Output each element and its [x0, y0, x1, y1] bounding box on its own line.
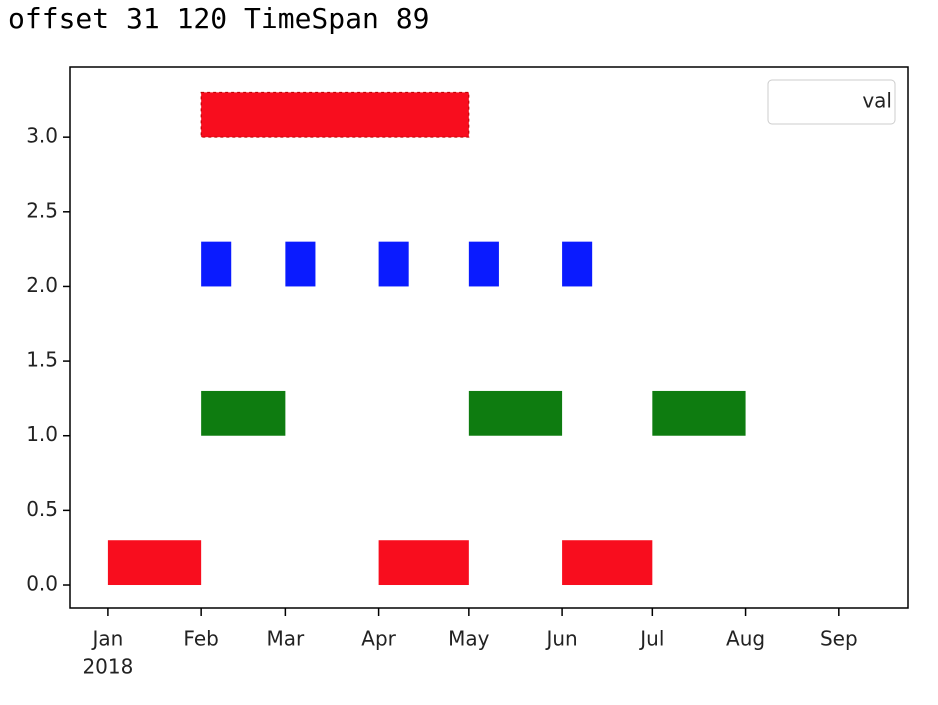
x-tick-label: May	[448, 627, 490, 651]
bar	[652, 390, 746, 436]
y-tick-label: 2.0	[26, 273, 58, 297]
bar	[200, 91, 470, 138]
x-year-label: 2018	[82, 655, 133, 679]
header-text: offset 31 120 TimeSpan 89	[8, 2, 429, 35]
bar	[378, 241, 409, 287]
y-tick-label: 1.0	[26, 422, 58, 446]
x-tick-label: Jan	[90, 627, 123, 651]
legend-label: val	[862, 89, 892, 113]
bar	[378, 540, 469, 586]
bar	[468, 390, 563, 436]
x-tick-label: Sep	[820, 627, 858, 651]
bar	[285, 241, 316, 287]
x-tick-label: Aug	[726, 627, 765, 651]
legend-box	[767, 79, 896, 125]
x-tick-label: Feb	[183, 627, 218, 651]
plot-frame	[69, 66, 909, 609]
y-tick-label: 3.0	[26, 124, 58, 148]
bar	[201, 390, 286, 436]
y-tick-label: 1.5	[26, 348, 58, 372]
x-tick-label: Mar	[266, 627, 305, 651]
x-tick-label: Apr	[361, 627, 396, 651]
bar	[107, 540, 202, 586]
y-tick-label: 0.5	[26, 497, 58, 521]
bar	[562, 540, 653, 586]
bar	[201, 241, 232, 287]
bar	[468, 241, 499, 287]
bar	[562, 241, 593, 287]
x-tick-label: Jul	[638, 627, 664, 651]
x-tick-label: Jun	[544, 627, 577, 651]
y-tick-label: 2.5	[26, 198, 58, 222]
y-tick-label: 0.0	[26, 572, 58, 596]
